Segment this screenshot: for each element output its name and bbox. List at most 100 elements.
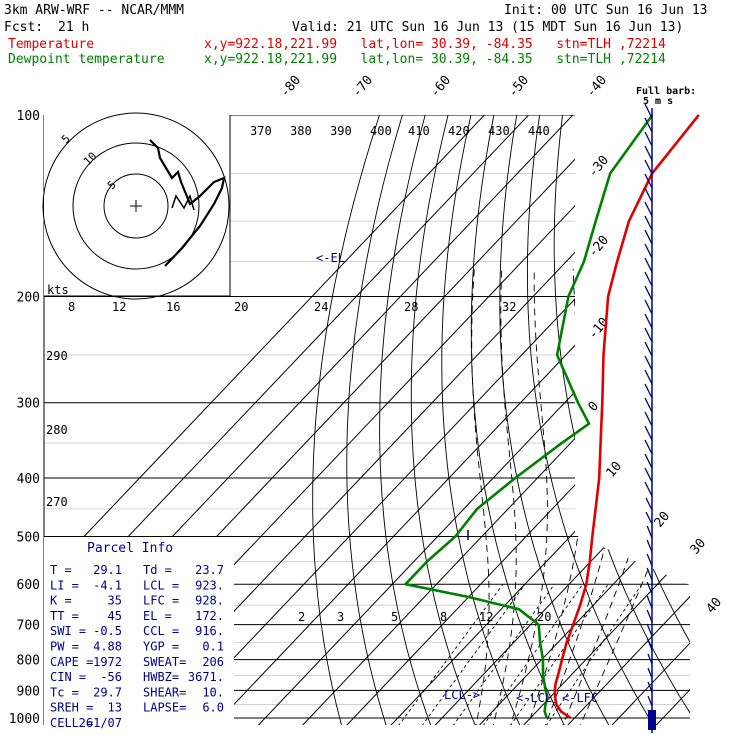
parcel-row-key: SWEAT=: [143, 655, 186, 669]
mixing-ratio-label: 5: [391, 610, 398, 624]
hodograph-speed-label: 16: [166, 300, 180, 314]
hodograph-axis-label: kts: [47, 283, 69, 297]
parcel-row-key: SREH =: [50, 701, 93, 715]
wind-barb: [644, 117, 653, 133]
wind-barb: [644, 173, 653, 189]
isotherm-line: [606, 115, 690, 725]
parcel-row-key: PW =: [50, 640, 79, 654]
wind-key-units: 5 m s: [643, 96, 673, 107]
lcl-left-label: LCL->: [444, 688, 480, 702]
theta-left-label: 290: [46, 349, 68, 363]
wind-barb: [644, 327, 653, 343]
mixing-ratio-label: 3: [337, 610, 344, 624]
isotherm-line: [473, 115, 690, 725]
parcel-row-value: 916.: [195, 624, 224, 638]
parcel-row-key: Td =: [143, 563, 172, 577]
lfc-right-label: <-LFC: [562, 691, 598, 705]
wind-barb: [646, 553, 653, 567]
theta-label: 430: [488, 124, 510, 138]
theta-labels: 370 380 390 400 410 420 430 440 290 280 270: [46, 124, 550, 509]
mixing-ratio-line: [479, 583, 584, 725]
wind-barb: [646, 567, 653, 581]
wind-barb: [646, 539, 653, 553]
parcel-row-key: EL =: [143, 609, 172, 623]
parcel-info-title: Parcel Info: [87, 541, 173, 556]
theta-label: 390: [330, 124, 352, 138]
moist-adiabat-line: [577, 268, 690, 725]
parcel-row-key: TT =: [50, 609, 79, 623]
legend-dewpoint-info: x,y=922.18,221.99 lat,lon= 30.39, -84.35…: [204, 52, 666, 67]
parcel-info-box: Parcel Info T = 29.1 Td = 23.7 LI = -4.1 LCL = 9…: [44, 537, 234, 730]
init-time: Init: 00 UTC Sun 16 Jun 13: [504, 3, 708, 18]
wind-barb: [647, 695, 653, 707]
pressure-label: 100: [17, 109, 40, 124]
wind-barb-surface: [648, 710, 656, 730]
theta-label: 370: [250, 124, 272, 138]
moist-adiabat-line: [471, 268, 490, 725]
wind-barb: [647, 667, 653, 679]
isotherm-line: [650, 115, 690, 725]
isotherm-label: 20: [652, 509, 674, 531]
dry-adiabat-line: [441, 115, 523, 725]
mixing-ratio-line: [417, 583, 526, 725]
parcel-row-value: 923.: [195, 578, 224, 592]
wind-barb: [644, 243, 653, 259]
mixing-ratio-label: 2: [298, 610, 305, 624]
parcel-row-key: YGP =: [143, 640, 179, 654]
wind-barb: [644, 299, 653, 315]
parcel-row-value: 4.88: [93, 640, 122, 654]
dry-adiabat-line: [379, 115, 434, 725]
parcel-row-key: Tc =: [50, 685, 79, 699]
isotherm-label: -60: [428, 73, 455, 101]
wind-barb: [644, 145, 653, 161]
sounding-profiles: [404, 114, 700, 720]
dry-adiabat-line: [700, 115, 740, 731]
dry-adiabat-line: [312, 115, 380, 725]
mixing-ratio-label: 20: [537, 610, 551, 624]
wind-barb: [644, 201, 653, 217]
parcel-row-value: 1972: [93, 655, 122, 669]
parcel-row-key: LCL =: [143, 578, 179, 592]
pressure-labels: 100 200 300 400 500 600 700 800 900 1000: [9, 109, 40, 727]
wind-barb: [647, 653, 653, 665]
hodograph-ring: [42, 112, 230, 300]
parcel-row-value: 29.7: [93, 685, 122, 699]
wind-barb: [644, 383, 653, 399]
hodograph-speed-label: 24: [314, 300, 328, 314]
parcel-row-value: 0.1: [202, 640, 224, 654]
wind-barb: [644, 285, 653, 301]
theta-label: 410: [408, 124, 430, 138]
parcel-row-key: LAPSE=: [143, 701, 186, 715]
hodograph-speed-label: 8: [68, 300, 75, 314]
parcel-row-key: SHEAR=: [143, 685, 186, 699]
parcel-row-key: LFC =: [143, 594, 179, 608]
dry-adiabat-line: [553, 115, 690, 725]
isotherm-label: 30: [688, 536, 710, 558]
pressure-label: 300: [17, 397, 40, 412]
wind-barb: [644, 425, 653, 441]
isotherm-label: -40: [584, 73, 611, 101]
mixing-ratio-line: [449, 583, 555, 725]
parcel-row-value: 6.0: [202, 701, 224, 715]
wind-barb: [644, 229, 653, 245]
hodograph-ring: [103, 173, 169, 239]
wind-barb: [644, 131, 653, 147]
wind-barb: [644, 313, 653, 329]
wind-barb: [646, 609, 653, 623]
hodograph-trace-detail: [171, 193, 195, 211]
legend-temperature-info: x,y=922.18,221.99 lat,lon= 30.39, -84.35…: [204, 37, 666, 52]
mixing-ratio-labels: 2 3 5 8 12 20: [298, 610, 551, 624]
moist-adiabat-line: [542, 268, 627, 725]
isotherm-label: -10: [586, 315, 613, 343]
isotherm-label: 40: [704, 595, 726, 617]
dry-adiabat-line: [346, 115, 403, 725]
wind-barb: [644, 369, 653, 385]
dewpoint-profile: [404, 114, 654, 719]
isotherm-line: [44, 115, 512, 725]
model-title: 3km ARW-WRF -- NCAR/MMM: [4, 3, 185, 18]
isotherm-line: [517, 115, 690, 725]
parcel-row-key: CIN =: [50, 670, 86, 684]
pressure-label: 200: [17, 291, 40, 306]
parcel-row-value: -56: [100, 670, 122, 684]
